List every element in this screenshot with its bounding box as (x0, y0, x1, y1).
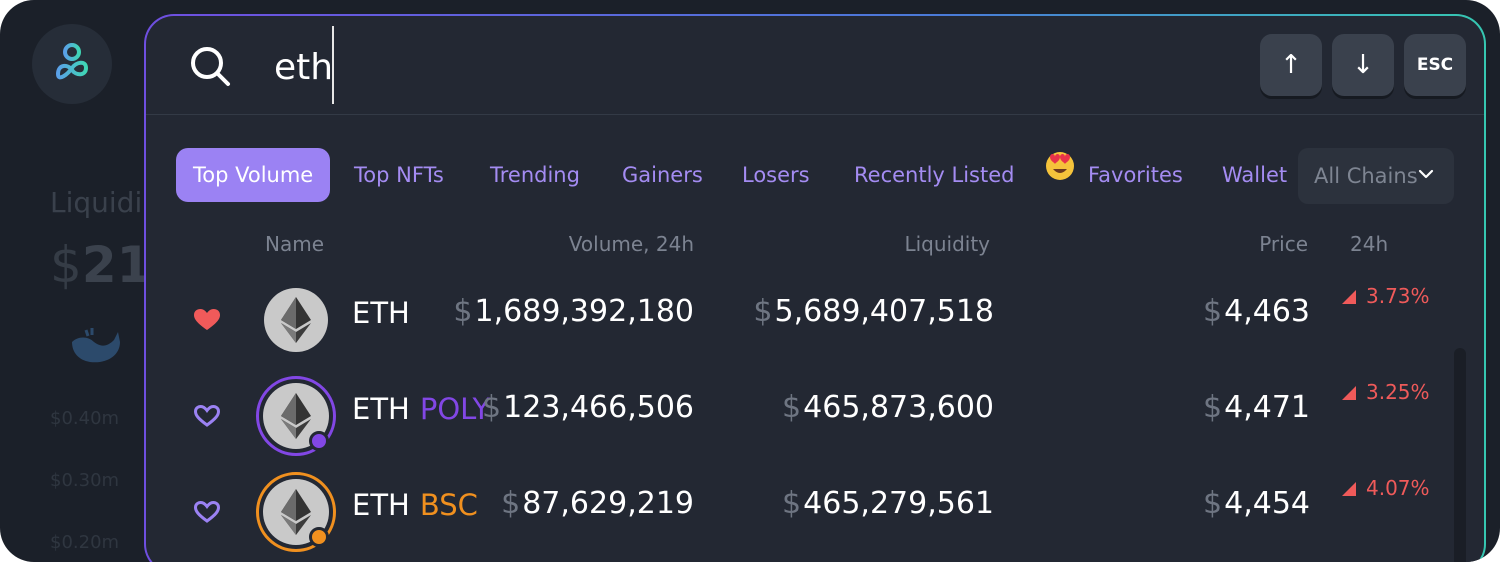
token-symbol: ETH POLY (352, 392, 491, 426)
tab-recently-listed[interactable]: Recently Listed (854, 163, 1015, 187)
token-row[interactable]: ETH POLY $123,466,506 $465,873,600 $4,471… (146, 368, 1456, 464)
tab-wallet[interactable]: Wallet (1222, 163, 1288, 187)
up-triangle-icon (1342, 482, 1356, 496)
price-value: $4,454 (1203, 486, 1310, 521)
heart-eyes-emoji-icon (1044, 147, 1076, 201)
bg-axis-tick: $0.20m (50, 532, 120, 553)
token-row[interactable]: ETH BSC $87,629,219 $465,279,561 $4,454 4… (146, 464, 1456, 560)
whale-icon (68, 322, 124, 370)
column-header-name[interactable]: Name (265, 232, 325, 256)
navigate-down-button[interactable]: ↓ (1332, 34, 1394, 96)
change-24h: 4.07% (1342, 476, 1430, 500)
app-logo[interactable] (32, 24, 112, 104)
tab-losers[interactable]: Losers (742, 163, 810, 187)
chevron-down-icon (1418, 169, 1434, 179)
chain-select[interactable]: All Chains (1298, 148, 1454, 204)
navigate-up-button[interactable]: ↑ (1260, 34, 1322, 96)
token-avatar-ring (256, 472, 336, 552)
bg-liquidity-label: Liquidi (50, 186, 143, 219)
tab-top-nfts[interactable]: Top NFTs (354, 163, 444, 187)
tab-favorites-label: Favorites (1088, 163, 1183, 187)
logo-icon (55, 43, 89, 80)
volume-value: $87,629,219 (501, 486, 694, 521)
volume-value: $123,466,506 (482, 390, 694, 425)
price-value: $4,471 (1203, 390, 1310, 425)
chain-dot-icon (309, 431, 329, 451)
chain-dot-icon (309, 527, 329, 547)
column-header-liquidity[interactable]: Liquidity (904, 232, 990, 256)
search-icon (188, 44, 232, 92)
column-header-change[interactable]: 24h (1350, 232, 1389, 256)
token-symbol: ETH BSC (352, 488, 478, 522)
tab-favorites[interactable]: Favorites (1044, 148, 1183, 202)
liquidity-value: $5,689,407,518 (753, 294, 994, 329)
chain-select-value: All Chains (1314, 164, 1418, 188)
change-24h: 3.25% (1342, 380, 1430, 404)
esc-button[interactable]: ESC (1404, 34, 1466, 96)
token-avatar-ring (256, 376, 336, 456)
change-24h: 3.73% (1342, 284, 1430, 308)
results-scrollbar[interactable] (1454, 348, 1466, 562)
favorite-heart-outline-icon[interactable] (193, 404, 221, 432)
text-caret (332, 26, 334, 104)
arrow-up-icon: ↑ (1280, 50, 1302, 80)
search-modal: ↑ ↓ ESC Top Volume Top NFTs Trending Gai… (144, 14, 1486, 562)
search-bar: ↑ ↓ ESC (146, 16, 1484, 115)
token-symbol: ETH (352, 296, 410, 330)
price-value: $4,463 (1203, 294, 1310, 329)
bg-axis-tick: $0.40m (50, 408, 120, 429)
liquidity-value: $465,279,561 (782, 486, 994, 521)
up-triangle-icon (1342, 386, 1356, 400)
column-header-price[interactable]: Price (1259, 232, 1308, 256)
tab-trending[interactable]: Trending (490, 163, 580, 187)
bg-axis-tick: $0.30m (50, 470, 120, 491)
esc-label: ESC (1416, 55, 1454, 75)
chain-tag: BSC (419, 488, 478, 522)
favorite-heart-filled-icon[interactable] (193, 308, 221, 336)
eth-token-icon (263, 479, 329, 545)
tab-gainers[interactable]: Gainers (622, 163, 703, 187)
search-input[interactable] (274, 38, 974, 96)
favorite-heart-outline-icon[interactable] (193, 500, 221, 528)
tab-top-volume[interactable]: Top Volume (176, 148, 331, 202)
up-triangle-icon (1342, 290, 1356, 304)
eth-token-icon (264, 288, 328, 352)
liquidity-value: $465,873,600 (782, 390, 994, 425)
column-header-volume[interactable]: Volume, 24h (568, 232, 694, 256)
token-row[interactable]: ETH $1,689,392,180 $5,689,407,518 $4,463… (146, 272, 1456, 368)
arrow-down-icon: ↓ (1352, 50, 1374, 80)
volume-value: $1,689,392,180 (453, 294, 694, 329)
chain-tag: POLY (419, 392, 491, 426)
